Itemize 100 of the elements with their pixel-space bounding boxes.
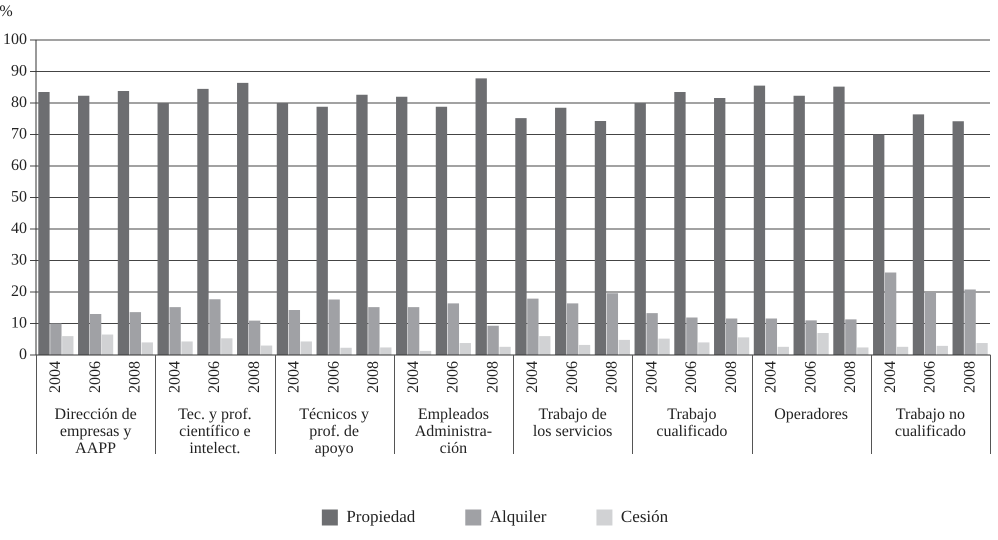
bar bbox=[118, 91, 130, 354]
bar bbox=[606, 293, 618, 354]
bar bbox=[845, 319, 857, 354]
x-tick-label: 2004 bbox=[524, 361, 542, 393]
x-tick-label: 2008 bbox=[484, 361, 502, 393]
bar bbox=[396, 96, 408, 354]
bar bbox=[594, 120, 606, 354]
bar bbox=[578, 344, 590, 354]
bar bbox=[356, 94, 368, 354]
y-tick-label: 100 bbox=[3, 31, 27, 48]
x-tick-label: 2004 bbox=[166, 361, 184, 393]
bar bbox=[873, 134, 884, 354]
bar bbox=[420, 350, 432, 354]
y-tick-label: 30 bbox=[11, 252, 27, 269]
x-tick-label: 2006 bbox=[86, 361, 104, 393]
bar bbox=[674, 92, 686, 354]
bar bbox=[634, 103, 646, 354]
bar bbox=[78, 96, 90, 354]
bar bbox=[408, 307, 420, 354]
bar bbox=[476, 78, 487, 354]
y-tick-label: 10 bbox=[11, 314, 27, 332]
x-tick-label: 2006 bbox=[802, 361, 820, 393]
x-tick-label: 2008 bbox=[722, 361, 740, 393]
x-tick-label: 2008 bbox=[961, 361, 978, 393]
bar bbox=[936, 346, 948, 354]
text: Empleados Administra- ción bbox=[414, 406, 492, 458]
x-tick-label: 2004 bbox=[286, 361, 303, 393]
bar bbox=[794, 96, 805, 354]
x-tick-label: 2004 bbox=[762, 361, 780, 393]
bar bbox=[566, 303, 578, 354]
bar bbox=[130, 312, 142, 354]
bar bbox=[169, 307, 181, 354]
bar bbox=[368, 307, 380, 354]
y-tick-label: 0 bbox=[19, 346, 27, 364]
bar bbox=[833, 86, 845, 354]
x-tick-label: 2004 bbox=[882, 361, 899, 393]
x-tick-label: 2004 bbox=[47, 361, 64, 393]
bar bbox=[237, 82, 248, 354]
text: Dirección de empresas y AAPP bbox=[54, 406, 137, 458]
bar bbox=[646, 313, 658, 354]
bar bbox=[924, 292, 936, 354]
bar bbox=[209, 299, 221, 354]
x-tick-label: 2006 bbox=[325, 361, 342, 393]
bar bbox=[276, 103, 288, 354]
x-tick-label: 2006 bbox=[922, 361, 939, 393]
bar bbox=[515, 118, 527, 354]
bar bbox=[714, 98, 726, 354]
bar bbox=[766, 318, 778, 354]
y-tick-label: 60 bbox=[11, 157, 27, 174]
bar bbox=[288, 310, 300, 354]
x-tick-label: 2008 bbox=[604, 361, 621, 393]
bar bbox=[527, 298, 539, 354]
bar bbox=[38, 92, 50, 354]
bar bbox=[698, 342, 710, 354]
x-tick-label: 2008 bbox=[126, 361, 144, 393]
bar bbox=[340, 348, 352, 354]
text: Técnicos y prof. de apoyo bbox=[299, 406, 369, 458]
bar bbox=[62, 336, 74, 354]
bar bbox=[50, 324, 62, 354]
bar bbox=[102, 334, 114, 354]
text: Trabajo no cualificado bbox=[894, 406, 966, 440]
bar bbox=[181, 341, 193, 354]
bar bbox=[805, 320, 817, 354]
x-tick-label: 2004 bbox=[404, 361, 422, 393]
text: Trabajo de los servicios bbox=[532, 406, 612, 440]
bar bbox=[539, 336, 550, 354]
bar bbox=[817, 332, 829, 354]
legend-label: Cesión bbox=[620, 506, 669, 526]
text: Trabajo cualificado bbox=[656, 406, 728, 440]
x-tick-label: 2004 bbox=[643, 361, 660, 393]
bar bbox=[726, 318, 738, 354]
bar bbox=[380, 347, 392, 354]
bar bbox=[686, 318, 698, 354]
text: Tec. y prof. científico e intelect. bbox=[178, 406, 252, 458]
bar bbox=[778, 346, 789, 354]
legend-label: Alquiler bbox=[490, 506, 547, 526]
x-tick-label: 2006 bbox=[683, 361, 700, 393]
bar bbox=[328, 300, 340, 354]
bar bbox=[142, 342, 153, 354]
bar bbox=[754, 86, 766, 354]
x-tick-label: 2006 bbox=[564, 361, 581, 393]
bar bbox=[248, 320, 260, 354]
bar bbox=[300, 341, 312, 354]
bar bbox=[499, 346, 511, 354]
bar bbox=[555, 108, 566, 354]
bar bbox=[448, 303, 460, 354]
y-tick-label: 90 bbox=[11, 62, 27, 80]
bar bbox=[912, 114, 924, 354]
bar bbox=[618, 340, 630, 354]
bar bbox=[90, 314, 102, 354]
bar bbox=[260, 346, 272, 354]
x-tick-label: 2006 bbox=[444, 361, 462, 393]
y-axis-title: % bbox=[0, 3, 13, 20]
y-tick-label: 40 bbox=[11, 220, 27, 238]
bar bbox=[158, 103, 169, 354]
bar bbox=[964, 289, 976, 354]
y-tick-label: 50 bbox=[11, 188, 27, 206]
y-tick-label: 20 bbox=[11, 283, 27, 300]
text: Operadores bbox=[774, 406, 848, 424]
bar bbox=[738, 337, 750, 354]
